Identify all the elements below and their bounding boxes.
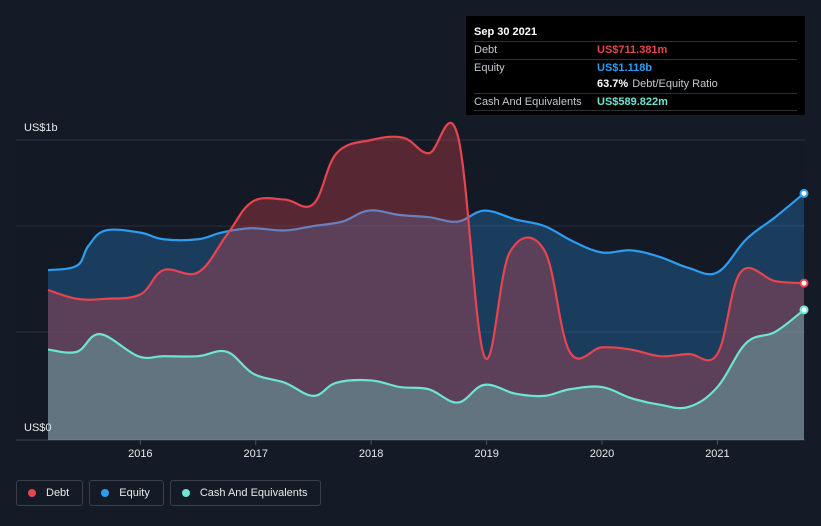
tooltip-ratio-label: Debt/Equity Ratio [632, 78, 718, 91]
legend-equity-label: Equity [119, 487, 150, 499]
cash-and-equivalents-line [47, 308, 805, 410]
legend-item-equity[interactable]: Equity [89, 480, 164, 506]
debt-dot-icon [28, 489, 36, 497]
tooltip-debt-value: US$711.381m [597, 44, 668, 57]
equity-dot-icon [101, 489, 110, 497]
x-tick-label-2017: 2017 [244, 448, 268, 460]
tooltip-cash-label: Cash And Equivalents [474, 95, 582, 108]
equity-line [47, 192, 805, 276]
legend-item-debt[interactable]: Debt [16, 480, 84, 506]
tooltip-row-ratio: 63.7% Debt/Equity Ratio [474, 76, 797, 93]
x-tick-label-2016: 2016 [128, 448, 152, 460]
data-tooltip: Sep 30 2021 Debt US$711.381m Equity US$1… [466, 16, 805, 115]
x-tick-label-2020: 2020 [590, 448, 614, 460]
end-markers [799, 188, 809, 315]
debt-end-marker [799, 278, 809, 288]
x-tick-label-2018: 2018 [359, 448, 383, 460]
y-tick-label-top: US$1b [24, 122, 58, 134]
tooltip-debt-label: Debt [474, 44, 498, 57]
tooltip-row-equity: Equity US$1.118b [474, 58, 797, 77]
legend-cash-label: Cash And Equivalents [199, 487, 308, 499]
tooltip-equity-label: Equity [474, 61, 505, 74]
cash-and-equivalents-end-marker [799, 305, 809, 315]
y-tick-label-bottom: US$0 [24, 422, 52, 434]
chart-legend: Debt Equity Cash And Equivalents [16, 480, 322, 506]
legend-debt-label: Debt [46, 487, 70, 499]
legend-item-cash[interactable]: Cash And Equivalents [169, 480, 322, 506]
cash-and-equivalents-area [48, 309, 804, 440]
tooltip-row-cash: Cash And Equivalents US$589.822m [474, 92, 797, 111]
tooltip-row-debt: Debt US$711.381m [474, 41, 797, 59]
tooltip-cash-value: US$589.822m [597, 95, 668, 108]
debt-line [47, 121, 805, 362]
tooltip-equity-value: US$1.118b [597, 61, 653, 74]
x-tick-label-2021: 2021 [705, 448, 729, 460]
tooltip-ratio-value: 63.7% [597, 78, 629, 91]
equity-area [48, 193, 804, 440]
series-areas [47, 121, 805, 440]
grid-lines [16, 139, 805, 441]
debt-area [48, 122, 804, 440]
x-axis-ticks: 2016 2017 2018 2019 2020 2021 [128, 440, 730, 460]
equity-end-marker [799, 188, 809, 198]
tooltip-date: Sep 30 2021 [474, 26, 537, 38]
cash-dot-icon [181, 489, 190, 497]
x-tick-label-2019: 2019 [474, 448, 498, 460]
